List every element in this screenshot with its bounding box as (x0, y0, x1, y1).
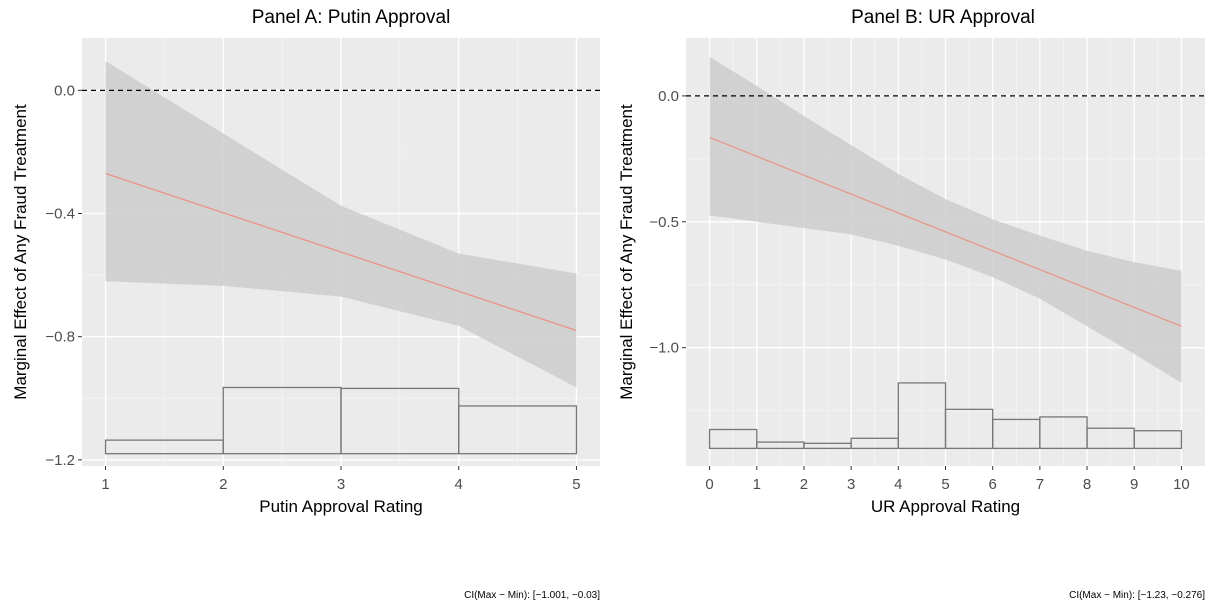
y-tick-label: 0.0 (54, 82, 75, 99)
x-tick-label: 4 (894, 476, 902, 493)
x-tick-label: 2 (800, 476, 808, 493)
x-tick-label: 1 (753, 476, 761, 493)
ci-range-note: CI(Max − Min): [−1.001, −0.03] (464, 590, 600, 601)
y-tick-label: −1.0 (649, 340, 679, 357)
x-tick-label: 8 (1083, 476, 1091, 493)
panel-b: 0.0 −0.5 −1.0 0 1 2 3 4 5 6 7 8 9 10 Panel B: UR Appro… (617, 7, 1205, 601)
x-tick-label: 6 (989, 476, 997, 493)
x-tick-label: 0 (705, 476, 713, 493)
x-tick-label: 10 (1173, 476, 1190, 493)
x-tick-label: 1 (101, 476, 109, 493)
marginal-effect-line (105, 172, 577, 332)
y-tick-label: 0.0 (658, 88, 679, 105)
x-tick-label: 7 (1036, 476, 1044, 493)
x-axis-title: Putin Approval Rating (259, 497, 423, 516)
x-tick-label: 3 (847, 476, 855, 493)
ci-range-note: CI(Max − Min): [−1.23, −0.276] (1069, 590, 1205, 601)
histogram-bar (1133, 430, 1183, 450)
x-tick-label: 2 (219, 476, 227, 493)
histogram-bar (708, 428, 758, 450)
chart-title: Panel B: UR Approval (851, 7, 1035, 28)
y-tick-label: −0.5 (649, 214, 679, 231)
y-axis-title: Marginal Effect of Any Fraud Treatment (11, 104, 30, 400)
y-axis-title: Marginal Effect of Any Fraud Treatment (617, 104, 636, 400)
confidence-band (105, 61, 577, 388)
y-tick-label: −0.4 (45, 206, 75, 223)
x-tick-label: 3 (337, 476, 345, 493)
marginal-effect-line (709, 136, 1182, 327)
y-tick-label: −0.8 (45, 329, 75, 346)
x-tick-label: 4 (455, 476, 463, 493)
panel-a: 0.0 −0.4 −0.8 −1.2 1 2 3 4 5 Panel A: Putin Appro… (11, 7, 600, 601)
chart-title: Panel A: Putin Approval (252, 7, 451, 28)
x-axis-title: UR Approval Rating (871, 497, 1020, 516)
x-tick-label: 9 (1130, 476, 1138, 493)
y-tick-label: −1.2 (45, 452, 75, 469)
x-tick-label: 5 (941, 476, 949, 493)
x-tick-label: 5 (572, 476, 580, 493)
histogram-bar (458, 405, 578, 455)
confidence-band (709, 56, 1182, 383)
